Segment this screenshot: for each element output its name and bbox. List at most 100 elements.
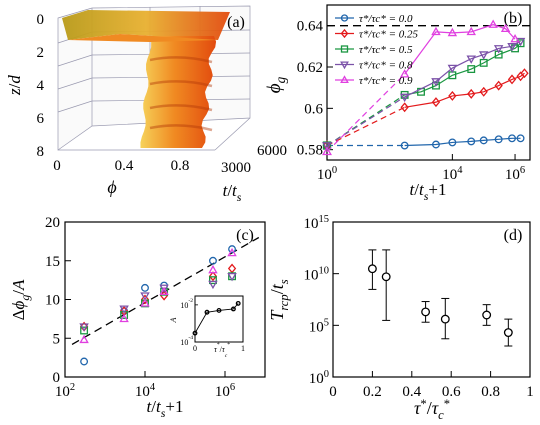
data-point (507, 43, 517, 52)
series-1 (322, 68, 529, 151)
x-tick-label: 0.8 (481, 384, 500, 400)
panel-d-frame (332, 221, 531, 378)
data-point-3 (440, 297, 450, 340)
start-point (322, 146, 332, 156)
data-point (500, 23, 511, 33)
y-tick-label: 100 (309, 369, 329, 387)
legend-marker (340, 28, 349, 39)
data-point (482, 310, 492, 320)
panel-a-ylabel: z/d (5, 75, 24, 96)
data-point (508, 134, 516, 143)
data-point (119, 313, 129, 323)
y-tick-label: 20 (45, 215, 60, 231)
start-point (322, 142, 332, 151)
phi-tick-label: 0.4 (115, 158, 134, 174)
panel-c: 102 104 106 0 5 10 15 20 (c) Δϕg/A t/ts+1 10-4 10-2 0… (9, 215, 266, 420)
data-point (208, 280, 218, 290)
data-point (503, 328, 513, 338)
data-point (119, 305, 129, 314)
panel-d: 0 0.2 0.4 0.6 0.8 1 100 105 1010 1015 (d) Trcp/ts τ*… (267, 214, 534, 422)
series-4 (322, 19, 520, 156)
data-point (493, 45, 504, 54)
x-tick-label: 0.4 (402, 384, 421, 400)
z-tick-label: 6 (37, 111, 45, 127)
y-tick-label: 5 (53, 331, 61, 347)
panel-d-xlabel: τ*/τc* (414, 397, 450, 422)
grid-line (57, 54, 93, 67)
data-point (516, 134, 525, 143)
grid-line (57, 100, 93, 113)
x-tick-label: 102 (55, 382, 75, 400)
legend-marker (340, 14, 349, 22)
y-tick-label: 0.58 (297, 143, 323, 159)
data-point (399, 93, 410, 103)
data-point-5 (503, 318, 513, 347)
phi-tick-label: 0.8 (171, 158, 190, 174)
data-point (448, 90, 457, 101)
data-point (478, 51, 489, 60)
series-2 (322, 39, 525, 150)
time-tick-label: 3000 (221, 160, 251, 176)
data-point-1 (381, 249, 391, 321)
y-tick-label: 0 (53, 370, 61, 386)
x-tick-label: 0.2 (363, 384, 382, 400)
series-0 (322, 134, 525, 150)
data-point (431, 26, 441, 36)
inset-point (230, 306, 236, 312)
y-tick-label: 1010 (304, 266, 330, 284)
inset-point (235, 300, 241, 306)
panel-a-zlabel: t/ts (223, 181, 242, 204)
surface-fold (68, 34, 218, 42)
z-tick-label: 8 (37, 144, 45, 160)
surface-ripple (149, 56, 213, 64)
floor-edge (214, 117, 251, 151)
data-point (494, 80, 503, 91)
data-point (440, 314, 450, 324)
series-line (404, 40, 521, 98)
legend-marker (340, 75, 349, 84)
data-point (432, 140, 440, 149)
inset-y-tick-label: 10-2 (180, 298, 193, 310)
data-point (467, 137, 476, 146)
y-tick-label: 15 (45, 254, 60, 270)
data-point (510, 33, 520, 43)
legend-marker (340, 45, 349, 53)
data-point (79, 323, 89, 332)
series-line (404, 24, 516, 75)
y-tick-label: 10 (45, 293, 60, 309)
data-point (159, 284, 169, 293)
legend-label: τ*/τc* = 0.0 (359, 13, 413, 25)
panel-c-ylabel: Δϕg/A (9, 279, 32, 320)
panel-d-ylabel: Trcp/ts (267, 279, 291, 320)
data-point (140, 298, 150, 307)
series-2 (80, 272, 236, 335)
surface-body (140, 36, 217, 148)
series-3 (79, 272, 237, 332)
x-tick-label: 104 (135, 382, 156, 400)
x-tick-label: 104 (442, 165, 463, 183)
inset-y-tick-label: 10-4 (180, 335, 193, 347)
y-tick-label: 0.6 (304, 101, 323, 117)
panel-a-xlabel: ϕ (107, 177, 116, 197)
x-tick-label: 1 (526, 384, 534, 400)
data-point (367, 264, 377, 274)
data-point (466, 26, 476, 36)
inset-point (192, 330, 198, 336)
data-point (447, 27, 458, 37)
data-point-4 (482, 304, 492, 326)
data-point (447, 64, 458, 74)
inset-line (194, 303, 239, 334)
data-point (227, 247, 237, 257)
legend-label: τ*/τc* = 0.5 (359, 44, 413, 56)
data-point (494, 135, 503, 144)
panel-b-xlabel: t/ts+1 (410, 180, 447, 203)
z-tick-label: 4 (37, 78, 45, 94)
data-point (400, 141, 409, 150)
data-point (448, 138, 457, 147)
data-point (140, 294, 150, 305)
extrapolation-line (326, 106, 405, 147)
data-point (141, 283, 149, 292)
z-tick-label: 2 (37, 45, 45, 61)
data-point (488, 19, 498, 28)
data-point (209, 276, 217, 285)
